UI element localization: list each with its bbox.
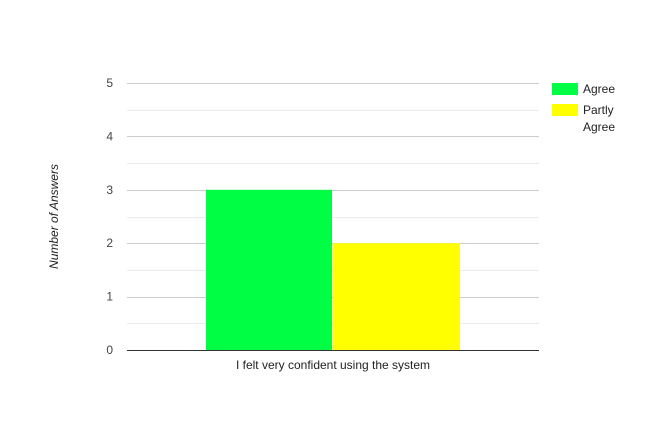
bars: [206, 189, 460, 350]
bar-agree: [206, 189, 332, 350]
y-tick-label: 5: [106, 76, 113, 90]
x-axis-category-labels: I felt very confident using the system: [236, 358, 430, 372]
y-tick-label: 1: [106, 290, 113, 304]
y-axis-tick-labels: 0 1 2 3 4 5: [106, 76, 113, 357]
legend-swatch: [552, 104, 578, 116]
y-tick-label: 4: [106, 129, 113, 143]
x-category-label: I felt very confident using the system: [236, 358, 430, 372]
legend-label: Partly Agree: [583, 103, 615, 134]
y-tick-label: 2: [106, 236, 113, 250]
legend-label: Agree: [583, 82, 615, 96]
grid-lines: [127, 83, 539, 324]
y-tick-label: 3: [106, 183, 113, 197]
legend: Agree Partly Agree: [552, 82, 615, 134]
bar-partly-agree: [333, 243, 460, 350]
legend-swatch: [552, 83, 578, 95]
legend-item-partly-agree: Partly Agree: [552, 103, 615, 134]
y-tick-label: 0: [106, 343, 113, 357]
y-axis-label: Number of Answers: [47, 164, 61, 269]
legend-item-agree: Agree: [552, 82, 615, 96]
